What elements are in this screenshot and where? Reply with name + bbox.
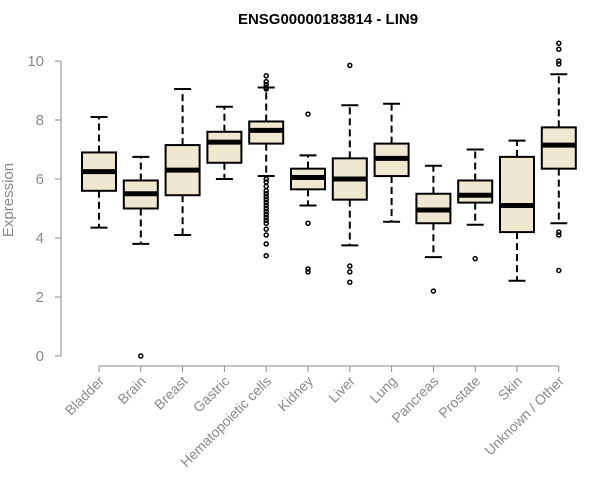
box-5 <box>290 111 326 275</box>
outlier-point <box>263 220 269 226</box>
y-tick-label: 0 <box>36 348 44 365</box>
outlier-point <box>263 217 269 224</box>
outlier-point <box>556 267 562 274</box>
box-0 <box>81 116 117 229</box>
outlier-point <box>263 202 269 209</box>
outlier-point <box>347 279 353 285</box>
outlier-point <box>263 232 269 238</box>
outlier-point <box>556 46 562 52</box>
outlier-point <box>347 269 353 275</box>
outlier-point <box>263 199 269 206</box>
outlier-point <box>263 73 269 79</box>
outlier-point <box>263 196 269 203</box>
outlier-point <box>263 188 269 194</box>
outlier-point <box>263 211 269 218</box>
x-tick-label: Skin <box>495 373 526 404</box>
outlier-point <box>263 179 269 185</box>
x-tick-label: Kidney <box>275 373 317 415</box>
y-tick-label: 8 <box>36 112 44 129</box>
x-tick-label: Lung <box>366 373 399 406</box>
outlier-point <box>347 263 353 269</box>
outlier-point <box>556 229 562 235</box>
x-tick-label: Bladder <box>62 373 108 419</box>
outlier-point <box>556 232 562 238</box>
outlier-point <box>263 176 269 182</box>
outlier-point <box>263 208 269 215</box>
outlier-point <box>430 288 437 294</box>
outlier-point <box>556 61 562 67</box>
box-9 <box>457 148 494 262</box>
y-axis: 0 2 4 6 8 10 <box>27 53 62 365</box>
outlier-point <box>347 62 353 69</box>
outlier-point <box>472 255 478 262</box>
outlier-point <box>305 269 311 275</box>
iqr-box <box>457 179 494 204</box>
y-axis-label: Expression <box>0 163 17 237</box>
box-10 <box>499 139 535 282</box>
boxes-group <box>81 40 577 359</box>
outlier-point <box>263 226 269 232</box>
outlier-point <box>138 353 144 359</box>
x-tick-label: Liver <box>325 373 358 406</box>
box-6 <box>331 62 368 285</box>
x-tick-label: Breast <box>151 373 191 413</box>
box-3 <box>206 105 243 180</box>
outlier-point <box>263 78 269 85</box>
outlier-point <box>556 58 562 64</box>
outlier-point <box>263 241 269 247</box>
outlier-point <box>263 86 269 92</box>
y-tick-label: 10 <box>27 53 44 70</box>
x-tick-label: Prostate <box>435 373 483 421</box>
box-7 <box>373 102 410 223</box>
outlier-point <box>305 111 311 117</box>
y-tick-label: 4 <box>36 230 44 247</box>
x-tick-label: Unknown / Other <box>481 373 567 459</box>
outlier-point <box>263 205 269 212</box>
box-8 <box>415 164 452 294</box>
iqr-box <box>499 155 535 234</box>
box-1 <box>122 155 159 359</box>
outlier-point <box>305 266 311 272</box>
outlier-point <box>305 220 311 226</box>
outlier-point <box>263 214 269 221</box>
box-4 <box>248 73 285 259</box>
x-tick-label: Brain <box>114 373 148 407</box>
iqr-box <box>206 130 243 164</box>
y-tick-label: 2 <box>36 289 44 306</box>
outlier-point <box>263 191 269 197</box>
y-tick-label: 6 <box>36 171 44 188</box>
outlier-point <box>556 40 562 47</box>
outlier-point <box>263 183 269 190</box>
box-2 <box>164 88 201 237</box>
outlier-point <box>263 193 269 200</box>
chart-title: ENSG00000183814 - LIN9 <box>238 11 418 28</box>
iqr-box <box>540 126 577 170</box>
box-11 <box>540 40 577 274</box>
outlier-point <box>263 252 269 259</box>
